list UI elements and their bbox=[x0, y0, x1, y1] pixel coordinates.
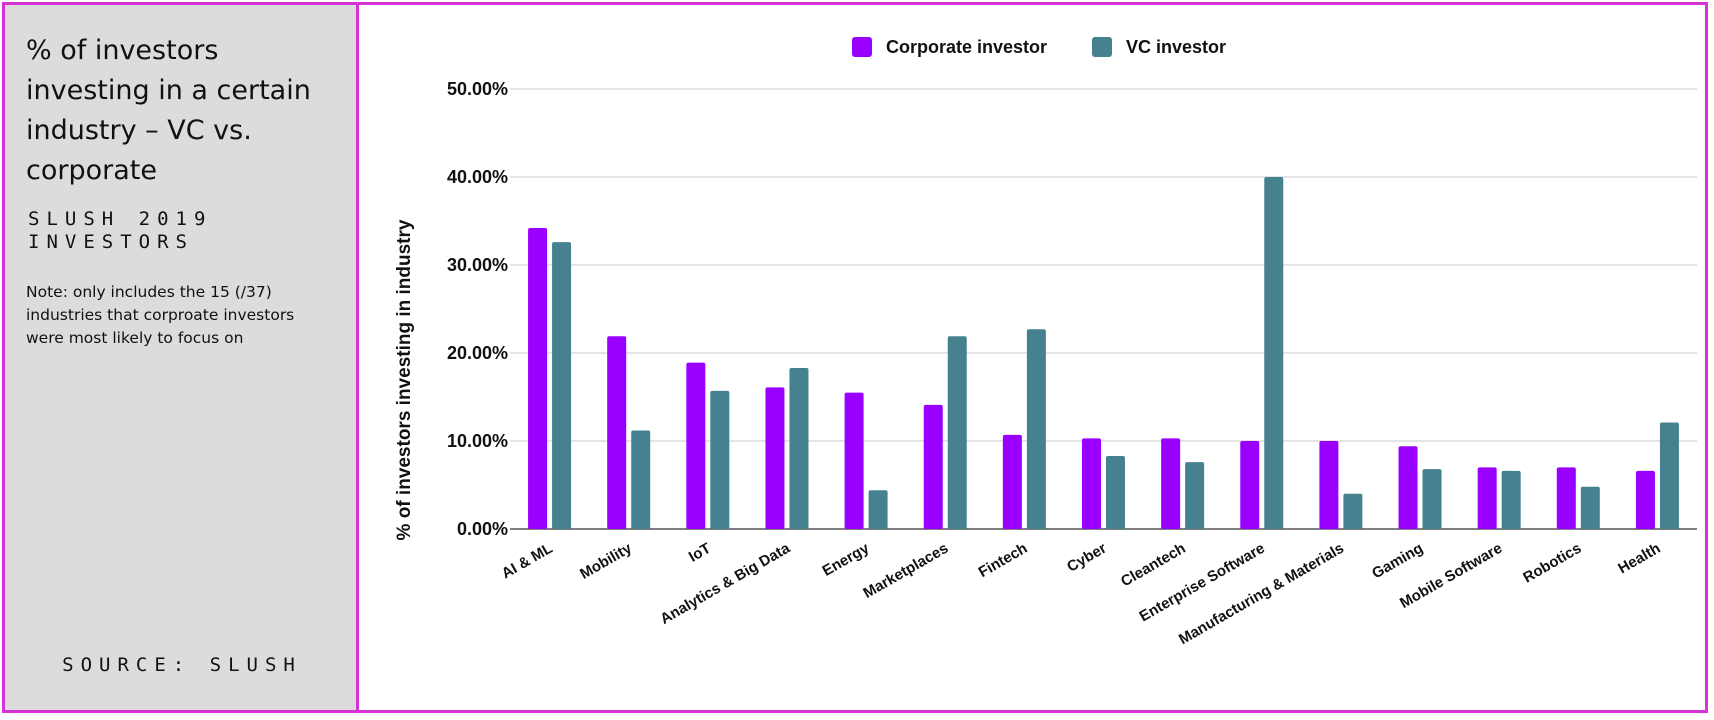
bar-corporate bbox=[607, 336, 627, 529]
source-label: SOURCE: SLUSH bbox=[62, 654, 302, 676]
page-title: % of investors investing in a certain in… bbox=[26, 35, 311, 186]
x-category-label: Cyber bbox=[1064, 540, 1109, 576]
bar-corporate bbox=[528, 228, 548, 530]
y-tick-label: 50.00% bbox=[447, 79, 508, 99]
bar-vc bbox=[1026, 329, 1046, 529]
bar-vc bbox=[1422, 469, 1442, 529]
bar-corporate bbox=[1161, 438, 1181, 529]
chart-bars bbox=[528, 177, 1679, 530]
x-category-label: Cleantech bbox=[1118, 540, 1189, 591]
sidebar-panel: % of investors investing in a certain in… bbox=[5, 5, 359, 710]
bar-vc bbox=[1264, 177, 1284, 529]
bar-corporate bbox=[1556, 467, 1576, 529]
x-category-label: Energy bbox=[820, 539, 873, 579]
y-tick-label: 10.00% bbox=[447, 431, 508, 451]
chart-gridlines bbox=[510, 88, 1697, 530]
bar-corporate bbox=[1319, 441, 1339, 529]
x-category-label: Health bbox=[1615, 540, 1663, 578]
bar-corporate bbox=[1635, 470, 1655, 529]
bar-vc bbox=[1185, 462, 1205, 529]
x-category-label: AI & ML bbox=[499, 540, 556, 583]
y-axis-ticks: 0.00% 10.00% 20.00% 30.00% 40.00% 50.00% bbox=[447, 79, 508, 539]
bar-vc bbox=[868, 490, 888, 529]
chart-legend: Corporate investor VC investor bbox=[852, 37, 1226, 57]
y-tick-label: 40.00% bbox=[447, 167, 508, 187]
bar-vc bbox=[710, 390, 730, 529]
bar-chart: Corporate investor VC investor 0.00% 10.00… bbox=[394, 37, 1697, 648]
bar-vc bbox=[947, 336, 967, 529]
bar-corporate bbox=[1240, 441, 1260, 529]
bar-vc bbox=[1106, 455, 1125, 529]
bar-vc bbox=[789, 367, 809, 529]
bar-corporate bbox=[1002, 434, 1022, 529]
bar-corporate bbox=[1082, 438, 1101, 529]
bar-vc bbox=[631, 430, 651, 529]
bar-corporate bbox=[844, 392, 864, 529]
bar-corporate bbox=[686, 362, 706, 529]
legend-label-corporate: Corporate investor bbox=[886, 37, 1047, 57]
y-axis-label: % of investors investing in industry bbox=[394, 219, 415, 540]
bar-vc bbox=[1580, 486, 1600, 529]
x-category-label: IoT bbox=[686, 540, 714, 566]
bar-vc bbox=[552, 242, 572, 529]
bar-vc bbox=[1659, 422, 1679, 529]
bar-corporate bbox=[1398, 446, 1418, 529]
bar-vc bbox=[1343, 493, 1363, 529]
legend-swatch-vc bbox=[1092, 37, 1112, 57]
y-tick-label: 0.00% bbox=[457, 519, 508, 539]
x-category-label: Robotics bbox=[1520, 540, 1584, 587]
y-tick-label: 30.00% bbox=[447, 255, 508, 275]
x-category-label: Analytics & Big Data bbox=[657, 539, 793, 627]
subtitle: SLUSH 2019 INVESTORS bbox=[28, 208, 213, 253]
y-tick-label: 20.00% bbox=[447, 343, 508, 363]
note-text: Note: only includes the 15 (/37) industr… bbox=[26, 283, 295, 347]
x-category-label: Mobility bbox=[577, 539, 635, 582]
legend-swatch-corporate bbox=[852, 37, 872, 57]
bar-vc bbox=[1501, 470, 1521, 529]
bar-corporate bbox=[923, 404, 943, 529]
legend-label-vc: VC investor bbox=[1126, 37, 1226, 57]
bar-corporate bbox=[765, 387, 785, 529]
x-category-label: Marketplaces bbox=[860, 540, 951, 602]
x-category-label: Gaming bbox=[1369, 540, 1426, 583]
x-category-label: Fintech bbox=[976, 540, 1031, 581]
bar-corporate bbox=[1477, 467, 1497, 529]
